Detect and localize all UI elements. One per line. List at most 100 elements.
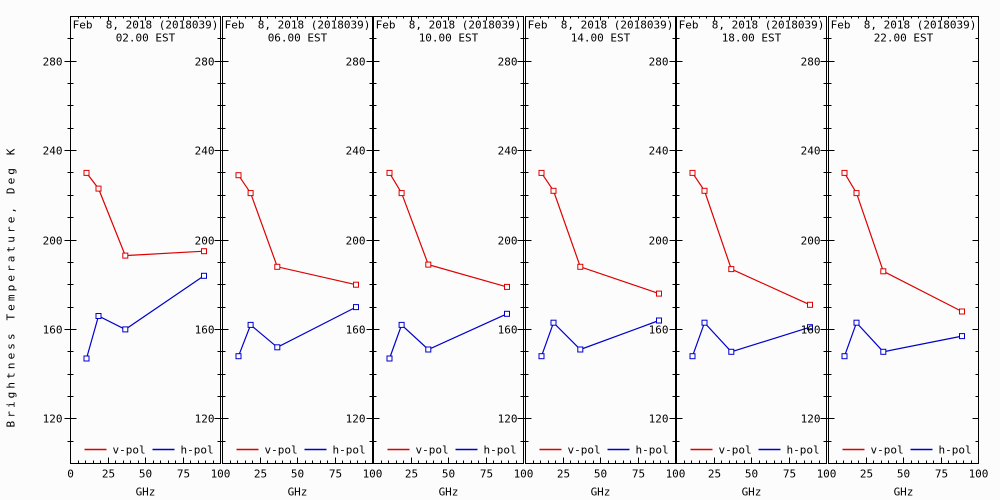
panel-0200: 120 160 200 240 280 0 25 50 75 100 Feb 8, 2018 (20…	[43, 16, 230, 499]
y-tick-label: 200	[649, 235, 669, 248]
y-tick-label: 160	[346, 324, 366, 337]
h-pol-marker	[235, 353, 242, 360]
v-pol-marker	[728, 266, 735, 273]
x-tick-label: 50	[594, 468, 607, 481]
v-pol-marker	[83, 169, 90, 176]
y-tick-label: 240	[43, 145, 63, 158]
h-pol-marker	[728, 348, 735, 355]
h-pol-marker	[398, 321, 405, 328]
h-pol-line	[540, 319, 660, 357]
v-pol-marker	[853, 190, 860, 197]
legend-vpol-label: v-pol	[871, 444, 904, 457]
v-pol-marker	[701, 187, 708, 194]
x-tick-label: 50	[291, 468, 304, 481]
panel-title-date: Feb 8, 2018 (2018039)	[376, 19, 522, 32]
v-pol-marker	[656, 290, 662, 297]
h-pol-marker	[959, 333, 965, 340]
panel-0600: 120 160 200 240 280 25 50 75 100 Feb 8, 2018 (201…	[195, 16, 383, 499]
y-tick-label: 120	[346, 413, 366, 426]
v-pol-marker	[386, 169, 393, 176]
v-pol-marker	[841, 169, 848, 176]
y-tick-label: 240	[498, 145, 518, 158]
x-axis-title: GHz	[136, 486, 156, 499]
legend-vpol-label: v-pol	[265, 444, 298, 457]
v-pol-marker	[689, 169, 696, 176]
x-tick-label: 100	[969, 468, 989, 481]
v-pol-marker	[95, 185, 102, 192]
y-tick-label: 120	[801, 413, 821, 426]
v-pol-marker	[274, 263, 281, 270]
h-pol-line	[691, 321, 811, 357]
h-pol-marker	[83, 355, 90, 362]
v-pol-marker	[247, 190, 254, 197]
x-tick-label: 25	[708, 468, 721, 481]
x-axis-title: GHz	[439, 486, 459, 499]
panel-border	[828, 16, 979, 464]
v-pol-marker	[959, 308, 965, 315]
h-pol-marker	[201, 272, 207, 279]
x-tick-label: 75	[177, 468, 190, 481]
legend-vpol-label: v-pol	[113, 444, 146, 457]
y-tick-label: 160	[195, 324, 215, 337]
x-tick-label: 25	[557, 468, 570, 481]
v-pol-marker	[550, 187, 557, 194]
y-tick-label: 240	[346, 145, 366, 158]
panel-title-date: Feb 8, 2018 (2018039)	[528, 19, 674, 32]
y-tick-label: 160	[43, 324, 63, 337]
h-pol-marker	[95, 313, 102, 319]
x-tick-label: 75	[783, 468, 796, 481]
y-tick-label: 200	[498, 235, 518, 248]
legend-vpol-label: v-pol	[416, 444, 449, 457]
y-tick-label: 280	[801, 56, 821, 69]
panel-title-time: 10.00 EST	[419, 32, 479, 45]
y-tick-label: 240	[801, 145, 821, 158]
panel-title-time: 18.00 EST	[722, 32, 782, 45]
y-tick-label: 240	[195, 145, 215, 158]
panel-1800: 120 160 200 240 280 25 50 75 100 Feb 8, 2018 (201…	[649, 16, 836, 499]
h-pol-marker	[274, 344, 281, 351]
h-pol-marker	[689, 353, 696, 360]
v-pol-line	[541, 172, 660, 295]
v-pol-marker	[880, 268, 887, 275]
legend-hpol-label: h-pol	[636, 444, 669, 457]
x-axis-title: GHz	[742, 486, 762, 499]
h-pol-marker	[538, 353, 545, 360]
legend-hpol-label: h-pol	[787, 444, 820, 457]
y-tick-label: 160	[498, 324, 518, 337]
x-tick-label: 25	[405, 468, 418, 481]
y-tick-label: 280	[43, 56, 63, 69]
x-tick-label: 50	[745, 468, 758, 481]
h-pol-marker	[853, 319, 860, 326]
x-tick-label: 75	[632, 468, 645, 481]
h-pol-marker	[504, 310, 510, 317]
v-pol-marker	[807, 301, 813, 308]
x-tick-label: 50	[897, 468, 910, 481]
y-tick-label: 240	[649, 145, 669, 158]
y-tick-label: 120	[498, 413, 518, 426]
x-tick-label: 25	[860, 468, 873, 481]
y-tick-label: 120	[195, 413, 215, 426]
v-pol-marker	[122, 252, 129, 259]
panel-title-time: 14.00 EST	[571, 32, 631, 45]
panel-title-date: Feb 8, 2018 (2018039)	[831, 19, 977, 32]
h-pol-line	[843, 321, 963, 357]
panel-1400: 120 160 200 240 280 25 50 75 100 Feb 8, 2018 (201…	[498, 16, 685, 499]
y-tick-label: 200	[43, 235, 63, 248]
v-pol-line	[692, 172, 811, 306]
panel-title-date: Feb 8, 2018 (2018039)	[679, 19, 825, 32]
h-pol-marker	[841, 353, 848, 360]
panel-title-date: Feb 8, 2018 (2018039)	[73, 19, 219, 32]
h-pol-marker	[807, 324, 813, 331]
h-pol-line	[388, 313, 508, 359]
y-tick-label: 120	[43, 413, 63, 426]
panel-title-time: 02.00 EST	[116, 32, 176, 45]
v-pol-marker	[577, 263, 584, 270]
panel-2200: 120 160 200 240 280 25 50 75 100 Feb 8, 2018 (201…	[801, 16, 989, 499]
y-tick-label: 280	[195, 56, 215, 69]
x-tick-label: 25	[254, 468, 267, 481]
panel-title-time: 22.00 EST	[874, 32, 934, 45]
y-tick-label: 160	[801, 324, 821, 337]
x-tick-label: 100	[363, 468, 383, 481]
y-tick-label: 280	[498, 56, 518, 69]
